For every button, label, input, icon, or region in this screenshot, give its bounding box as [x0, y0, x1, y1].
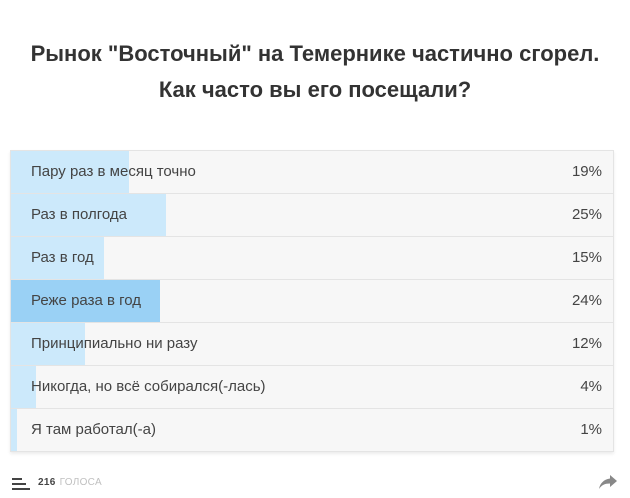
poll-title: Рынок "Восточный" на Темернике частично … [30, 41, 600, 102]
votes-label: ГОЛОСА [59, 477, 102, 488]
result-bar [11, 151, 129, 193]
result-bar [11, 323, 86, 365]
poll-option[interactable]: Раз в год 15% [11, 237, 613, 280]
option-percent: 15% [571, 249, 602, 266]
option-percent: 19% [571, 163, 602, 180]
poll-option[interactable]: Принципиально ни разу 12% [11, 323, 613, 366]
option-label: Принципиально ни разу [31, 335, 198, 352]
votes-summary: 216 ГОЛОСА [38, 476, 102, 490]
poll-option[interactable]: Я там работал(-а) 1% [11, 409, 613, 451]
share-icon[interactable] [598, 474, 618, 490]
option-label: Пару раз в месяц точно [31, 163, 196, 180]
result-bar [11, 280, 160, 322]
option-percent: 4% [580, 378, 602, 395]
votes-count: 216 [38, 477, 56, 488]
option-label: Никогда, но всё собирался(-лась) [31, 378, 266, 395]
poll-option[interactable]: Реже раза в год 24% [11, 280, 613, 323]
poll-option[interactable]: Никогда, но всё собирался(-лась) 4% [11, 366, 613, 409]
option-percent: 25% [571, 206, 602, 223]
option-percent: 12% [571, 335, 602, 352]
poll-options: Пару раз в месяц точно 19% Раз в полгода… [10, 150, 614, 452]
menu-icon[interactable] [12, 478, 30, 490]
poll-option[interactable]: Раз в полгода 25% [11, 194, 613, 237]
option-percent: 1% [580, 421, 602, 438]
result-bar [11, 194, 166, 236]
option-label: Реже раза в год [31, 292, 142, 309]
poll-footer: 216 ГОЛОСА [12, 470, 618, 496]
option-label: Я там работал(-а) [31, 421, 156, 438]
result-bar [11, 366, 36, 408]
option-label: Раз в полгода [31, 206, 127, 223]
poll-option[interactable]: Пару раз в месяц точно 19% [11, 151, 613, 194]
option-percent: 24% [571, 292, 602, 309]
result-bar [11, 237, 104, 279]
option-label: Раз в год [31, 249, 94, 266]
result-bar [11, 409, 18, 451]
